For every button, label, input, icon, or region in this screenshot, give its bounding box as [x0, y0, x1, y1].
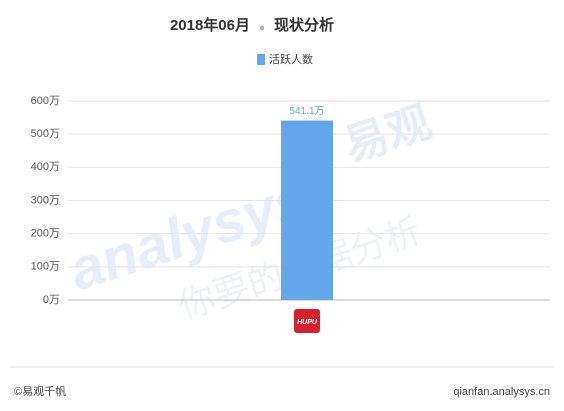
- y-tick-label: 100万: [31, 261, 60, 273]
- category-logo: [294, 309, 320, 333]
- legend-label[interactable]: 活跃人数: [269, 52, 313, 66]
- legend-swatch: [257, 54, 265, 65]
- y-tick-label: 0万: [43, 294, 60, 306]
- chart-title: 2018年06月: [170, 16, 250, 34]
- x-tick-label: HUPU: [297, 319, 318, 326]
- y-tick-label: 600万: [31, 95, 60, 107]
- y-tick-label: 300万: [31, 194, 60, 206]
- y-tick-label: 200万: [31, 228, 60, 240]
- title-dot: [260, 26, 264, 30]
- chart-subtitle: 现状分析: [274, 16, 334, 34]
- y-tick-label: 500万: [31, 128, 60, 140]
- footer-right: qianfan.analysys.cn: [453, 386, 550, 398]
- footer-left: ©易观千帆: [14, 384, 66, 398]
- bar: [281, 120, 333, 301]
- y-tick-label: 400万: [31, 161, 60, 173]
- value-label: 541.1万: [289, 106, 324, 117]
